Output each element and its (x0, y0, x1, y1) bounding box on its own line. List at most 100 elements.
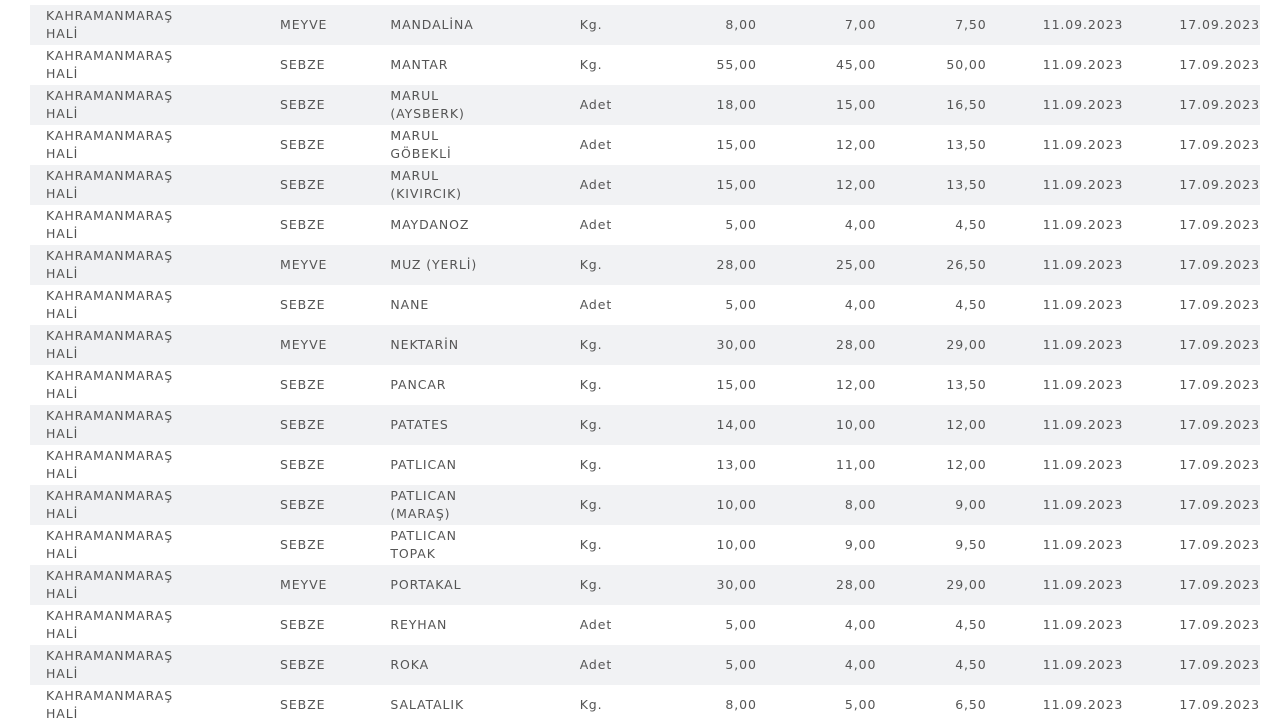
min-price-cell: 28,00 (836, 337, 877, 352)
max-price-cell: 14,00 (716, 417, 757, 432)
min-price-cell: 5,00 (844, 697, 877, 712)
product-cell: SALATALIK (390, 697, 465, 712)
min-price-cell: 25,00 (836, 257, 877, 272)
avg-price-cell: 4,50 (955, 217, 987, 232)
max-price-cell: 55,00 (716, 57, 757, 72)
max-price-cell: 15,00 (716, 137, 757, 152)
price-table: KAHRAMANMARAŞ HALİ MEYVE MANDALİNA Kg. 8,00 7,… (30, 5, 1260, 725)
max-price-cell: 5,00 (725, 297, 757, 312)
table-row: KAHRAMANMARAŞ HALİ MEYVE PORTAKAL Kg. 30,00 28… (30, 565, 1260, 605)
table-row: KAHRAMANMARAŞ HALİ SEBZE REYHAN Adet 5,00 4,00… (30, 605, 1260, 645)
unit-cell: Adet (579, 137, 613, 152)
product-cell: NEKTARİN (390, 337, 460, 352)
end-date-cell: 17.09.2023 (1179, 537, 1260, 552)
table-row: KAHRAMANMARAŞ HALİ MEYVE MANDALİNA Kg. 8,00 7,… (30, 5, 1260, 45)
category-cell: SEBZE (280, 497, 326, 512)
min-price-cell: 9,00 (844, 537, 877, 552)
table-row: KAHRAMANMARAŞ HALİ SEBZE PATLICAN (MARAŞ) Kg.… (30, 485, 1260, 525)
table-row: KAHRAMANMARAŞ HALİ SEBZE PATLICAN TOPAK Kg. 10… (30, 525, 1260, 565)
avg-price-cell: 4,50 (955, 657, 987, 672)
product-cell: NANE (390, 297, 430, 312)
max-price-cell: 15,00 (716, 177, 757, 192)
min-price-cell: 12,00 (836, 377, 877, 392)
market-cell: KAHRAMANMARAŞ HALİ (46, 208, 174, 241)
start-date-cell: 11.09.2023 (1042, 377, 1124, 392)
table-row: KAHRAMANMARAŞ HALİ SEBZE MARUL GÖBEKLİ Adet 15… (30, 125, 1260, 165)
end-date-cell: 17.09.2023 (1179, 297, 1260, 312)
table-row: KAHRAMANMARAŞ HALİ SEBZE MARUL (KIVIRCIK) Ade… (30, 165, 1260, 205)
start-date-cell: 11.09.2023 (1042, 257, 1124, 272)
table-row: KAHRAMANMARAŞ HALİ SEBZE PATATES Kg. 14,00 10,… (30, 405, 1260, 445)
avg-price-cell: 16,50 (946, 97, 987, 112)
start-date-cell: 11.09.2023 (1042, 137, 1124, 152)
unit-cell: Kg. (579, 337, 603, 352)
category-cell: SEBZE (280, 177, 326, 192)
start-date-cell: 11.09.2023 (1042, 457, 1124, 472)
start-date-cell: 11.09.2023 (1042, 577, 1124, 592)
start-date-cell: 11.09.2023 (1042, 697, 1124, 712)
min-price-cell: 4,00 (844, 217, 877, 232)
avg-price-cell: 26,50 (946, 257, 987, 272)
end-date-cell: 17.09.2023 (1179, 337, 1260, 352)
product-cell: MARUL (AYSBERK) (390, 88, 465, 121)
max-price-cell: 28,00 (716, 257, 757, 272)
market-cell: KAHRAMANMARAŞ HALİ (46, 568, 174, 601)
category-cell: SEBZE (280, 297, 326, 312)
product-cell: PATATES (390, 417, 449, 432)
product-cell: MANTAR (390, 57, 449, 72)
category-cell: MEYVE (280, 257, 328, 272)
product-cell: MAYDANOZ (390, 217, 470, 232)
max-price-cell: 18,00 (716, 97, 757, 112)
start-date-cell: 11.09.2023 (1042, 17, 1124, 32)
min-price-cell: 12,00 (836, 137, 877, 152)
avg-price-cell: 9,00 (955, 497, 987, 512)
avg-price-cell: 13,50 (946, 177, 987, 192)
start-date-cell: 11.09.2023 (1042, 57, 1124, 72)
market-cell: KAHRAMANMARAŞ HALİ (46, 328, 174, 361)
end-date-cell: 17.09.2023 (1179, 617, 1260, 632)
product-cell: MUZ (YERLİ) (390, 257, 478, 272)
market-cell: KAHRAMANMARAŞ HALİ (46, 88, 174, 121)
market-cell: KAHRAMANMARAŞ HALİ (46, 408, 174, 441)
end-date-cell: 17.09.2023 (1179, 417, 1260, 432)
category-cell: SEBZE (280, 217, 326, 232)
end-date-cell: 17.09.2023 (1179, 57, 1260, 72)
table-row: KAHRAMANMARAŞ HALİ SEBZE MARUL (AYSBERK) Adet… (30, 85, 1260, 125)
end-date-cell: 17.09.2023 (1179, 177, 1260, 192)
table-row: KAHRAMANMARAŞ HALİ SEBZE MAYDANOZ Adet 5,00 4,… (30, 205, 1260, 245)
product-cell: ROKA (390, 657, 430, 672)
unit-cell: Kg. (579, 257, 603, 272)
market-cell: KAHRAMANMARAŞ HALİ (46, 608, 174, 641)
avg-price-cell: 50,00 (946, 57, 987, 72)
unit-cell: Kg. (579, 17, 603, 32)
avg-price-cell: 9,50 (955, 537, 987, 552)
max-price-cell: 5,00 (725, 657, 757, 672)
avg-price-cell: 4,50 (955, 297, 987, 312)
product-cell: MARUL GÖBEKLİ (390, 128, 452, 161)
table-row: KAHRAMANMARAŞ HALİ SEBZE PATLICAN Kg. 13,00 11… (30, 445, 1260, 485)
market-cell: KAHRAMANMARAŞ HALİ (46, 488, 174, 521)
start-date-cell: 11.09.2023 (1042, 417, 1124, 432)
start-date-cell: 11.09.2023 (1042, 657, 1124, 672)
unit-cell: Adet (579, 177, 613, 192)
table-row: KAHRAMANMARAŞ HALİ MEYVE MUZ (YERLİ) Kg. 28,0… (30, 245, 1260, 285)
market-cell: KAHRAMANMARAŞ HALİ (46, 8, 174, 41)
start-date-cell: 11.09.2023 (1042, 97, 1124, 112)
unit-cell: Adet (579, 217, 613, 232)
market-cell: KAHRAMANMARAŞ HALİ (46, 528, 174, 561)
end-date-cell: 17.09.2023 (1179, 377, 1260, 392)
market-cell: KAHRAMANMARAŞ HALİ (46, 248, 174, 281)
market-cell: KAHRAMANMARAŞ HALİ (46, 688, 174, 721)
min-price-cell: 4,00 (844, 297, 877, 312)
market-cell: KAHRAMANMARAŞ HALİ (46, 368, 174, 401)
min-price-cell: 15,00 (836, 97, 877, 112)
table-row: KAHRAMANMARAŞ HALİ SEBZE SALATALIK Kg. 8,00 5,… (30, 685, 1260, 725)
category-cell: SEBZE (280, 97, 326, 112)
product-cell: PORTAKAL (390, 577, 462, 592)
end-date-cell: 17.09.2023 (1179, 697, 1260, 712)
unit-cell: Kg. (579, 537, 603, 552)
start-date-cell: 11.09.2023 (1042, 337, 1124, 352)
start-date-cell: 11.09.2023 (1042, 297, 1124, 312)
avg-price-cell: 12,00 (946, 457, 987, 472)
min-price-cell: 4,00 (844, 617, 877, 632)
